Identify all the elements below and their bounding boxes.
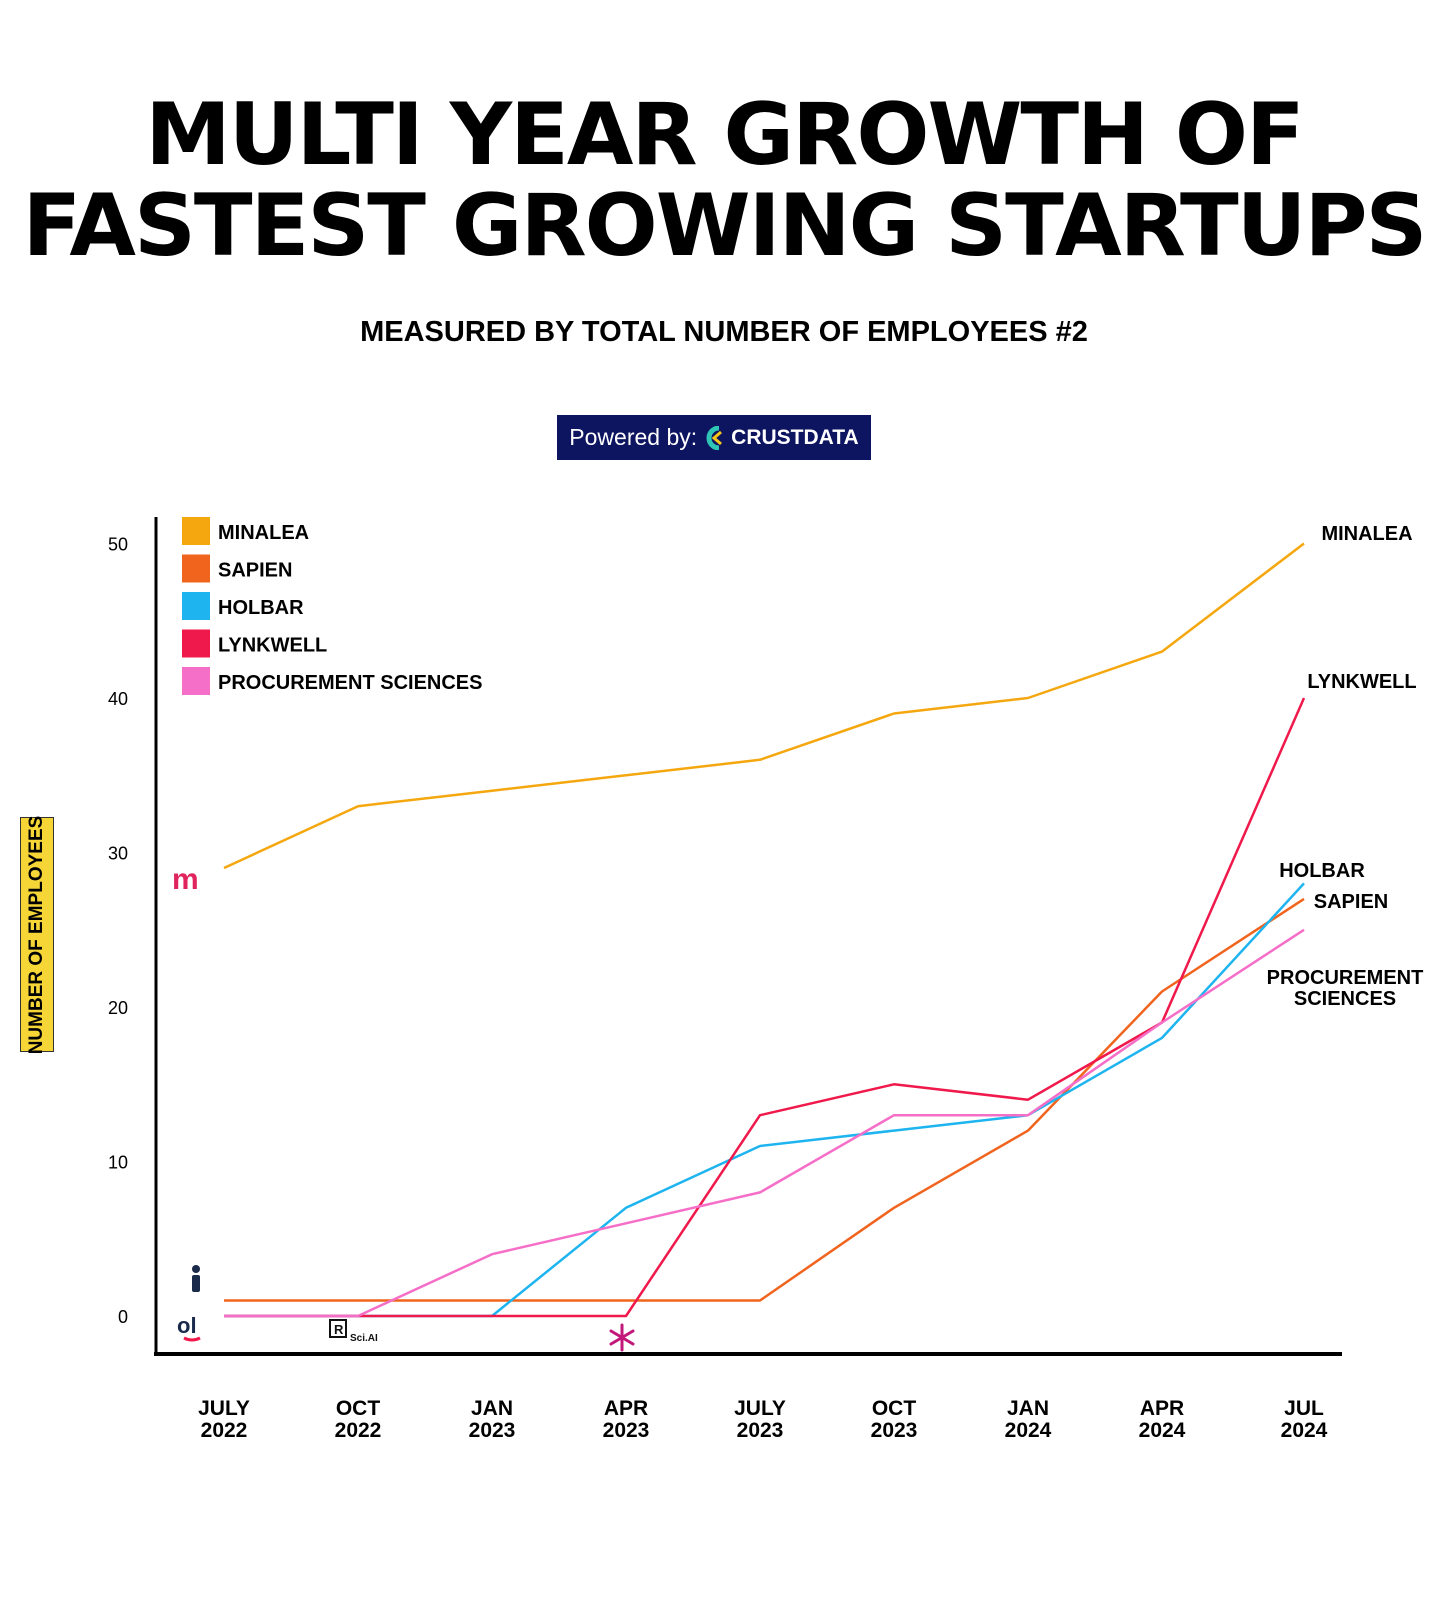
x-tick-labels: JULY2022OCT2022JAN2023APR2023JULY2023OCT… [198, 1397, 1328, 1442]
x-tick-label: OCT [336, 1397, 381, 1420]
x-tick-label: JAN [471, 1397, 513, 1420]
x-tick-label: JULY [734, 1397, 786, 1420]
series-line-procurement-sciences [224, 928, 1305, 1318]
x-tick-label: 2022 [335, 1419, 382, 1442]
legend: MINALEA SAPIEN HOLBAR LYNKWELL PROCUREMENT S… [182, 517, 482, 695]
company-logos: m ol R Sci.AI [172, 863, 635, 1352]
x-tick-label: 2023 [469, 1419, 516, 1442]
series-end-label: PROCUREMENT [1267, 967, 1424, 989]
y-tick-label: 50 [108, 535, 128, 555]
series-end-label: SCIENCES [1294, 988, 1396, 1010]
svg-text:Sci.AI: Sci.AI [350, 1333, 378, 1344]
series-line-minalea [223, 542, 1305, 870]
x-tick-label: 2024 [1005, 1419, 1052, 1442]
x-tick-label: 2024 [1139, 1419, 1186, 1442]
x-tick-label: 2023 [737, 1419, 784, 1442]
ol-logo-icon: ol [177, 1313, 201, 1342]
chart-title-line-1: MULTI YEAR GROWTH OF [145, 85, 1305, 185]
x-tick-label: APR [1140, 1397, 1184, 1420]
x-tick-label: 2024 [1281, 1419, 1328, 1442]
rsci-logo-icon: R Sci.AI [329, 1319, 378, 1344]
series-line-lynkwell [224, 697, 1306, 1318]
crustdata-logo-icon [706, 425, 723, 450]
series-lines [223, 542, 1306, 1318]
legend-swatch [182, 517, 210, 545]
legend-swatch [182, 629, 210, 658]
legend-label: PROCUREMENT SCIENCES [218, 672, 482, 694]
x-tick-label: JAN [1007, 1397, 1049, 1420]
y-tick-label: 30 [108, 844, 128, 864]
y-tick-label: 20 [108, 998, 128, 1018]
y-tick-label: 40 [108, 689, 128, 709]
series-end-label: MINALEA [1321, 523, 1412, 545]
chart-subtitle: MEASURED BY TOTAL NUMBER OF EMPLOYEES #2 [360, 316, 1088, 348]
y-tick-label: 0 [118, 1307, 128, 1327]
x-tick-label: 2023 [603, 1419, 650, 1442]
legend-swatch [182, 554, 210, 583]
minalea-logo-icon: m [172, 863, 199, 896]
series-end-labels: MINALEA SAPIEN HOLBAR LYNKWELL PROCUREMENTSC… [1267, 523, 1424, 1010]
y-axis-label-box [20, 817, 54, 1052]
powered-by-banner: Powered by: CRUSTDATA [557, 415, 871, 460]
x-tick-label: JUL [1284, 1397, 1324, 1420]
legend-label: SAPIEN [218, 560, 292, 582]
person-logo-icon [192, 1265, 200, 1292]
series-line-holbar [224, 882, 1305, 1318]
legend-label: HOLBAR [218, 597, 304, 619]
y-tick-labels: 0 10 20 30 40 50 [108, 535, 128, 1328]
x-tick-label: 2022 [201, 1419, 248, 1442]
powered-by-label: Powered by: [569, 424, 698, 450]
x-tick-label: JULY [198, 1397, 250, 1420]
svg-text:ol: ol [177, 1313, 197, 1338]
series-end-label: HOLBAR [1279, 860, 1365, 882]
series-end-label: SAPIEN [1314, 891, 1388, 913]
chart-title-line-2: FASTEST GROWING STARTUPS [22, 176, 1428, 276]
series-line-sapien [224, 897, 1305, 1302]
legend-swatch [182, 667, 210, 695]
asterisk-logo-icon [609, 1323, 635, 1352]
x-tick-label: 2023 [871, 1419, 918, 1442]
legend-label: LYNKWELL [218, 635, 327, 657]
x-tick-label: APR [604, 1397, 648, 1420]
powered-by-brand: CRUSTDATA [731, 425, 859, 449]
y-tick-label: 10 [108, 1153, 128, 1173]
svg-text:R: R [334, 1322, 344, 1337]
chart-axes [154, 517, 1342, 1356]
series-end-label: LYNKWELL [1307, 671, 1416, 693]
x-tick-label: OCT [872, 1397, 917, 1420]
legend-swatch [182, 592, 210, 620]
legend-label: MINALEA [218, 522, 309, 544]
